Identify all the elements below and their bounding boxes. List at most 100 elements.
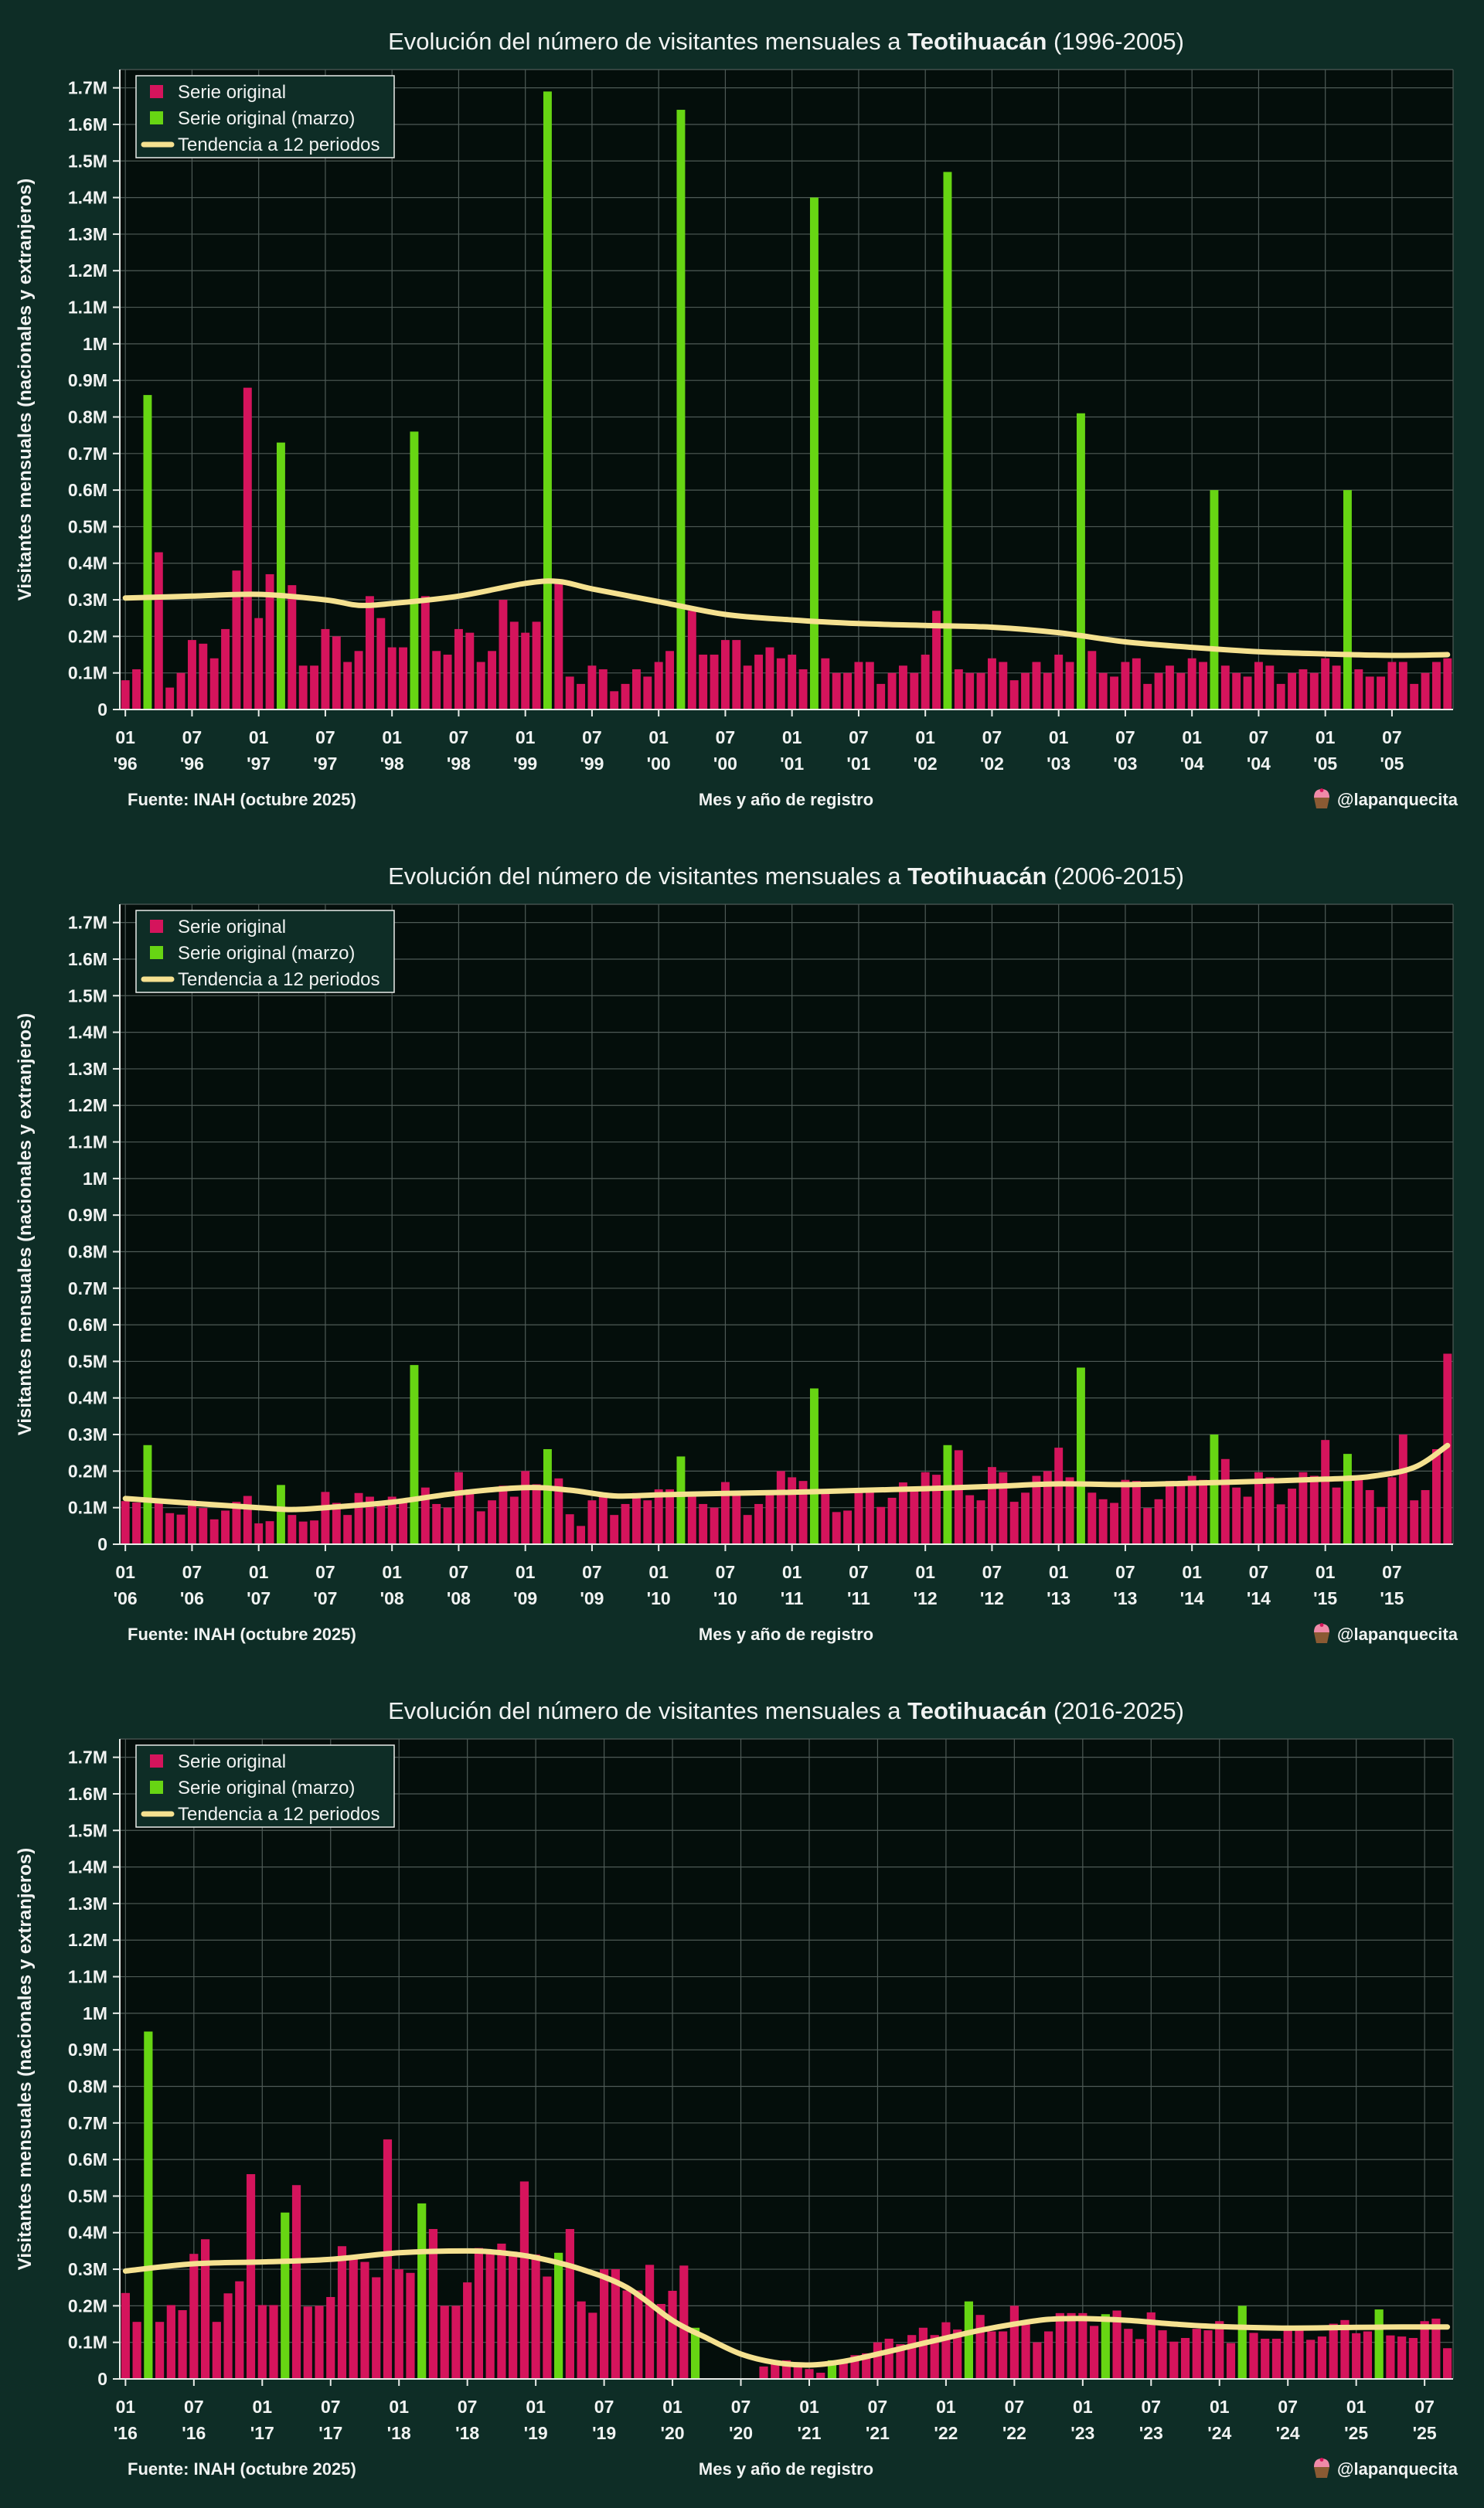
month-bar — [454, 1472, 463, 1544]
month-bar — [1165, 665, 1174, 710]
month-bar — [898, 665, 907, 710]
month-bar — [600, 2269, 609, 2379]
month-bar — [349, 2255, 358, 2379]
month-bar — [732, 1491, 741, 1544]
month-bar — [1354, 1475, 1363, 1544]
month-bar — [132, 1502, 141, 1544]
month-bar — [121, 680, 130, 710]
y-axis-title: Visitantes mensuales (nacionales y extra… — [15, 179, 36, 601]
month-bar — [732, 640, 741, 710]
month-bar — [843, 1510, 853, 1544]
x-tick-month: 01 — [1049, 727, 1069, 747]
plot-area: 0 0.1M 0.2M 0.3M 0.4M 0.5M 0.6M 0.7M 0.8M 0.9M 1M 1… — [68, 903, 1454, 1608]
month-bar — [315, 2306, 324, 2379]
x-tick-year: '11 — [781, 1588, 804, 1608]
x-tick-month: 01 — [382, 727, 402, 747]
x-tick-year: '21 — [866, 2423, 890, 2443]
x-tick-year: '05 — [1313, 754, 1337, 774]
march-bar — [543, 91, 552, 710]
y-tick-label: 0.2M — [68, 626, 107, 646]
march-bar — [1210, 1434, 1219, 1544]
y-tick-label: 0.6M — [68, 480, 107, 500]
month-bar — [399, 647, 408, 710]
month-bar — [521, 632, 530, 710]
month-bar — [1154, 672, 1163, 710]
month-bar — [805, 2369, 814, 2379]
month-bar — [954, 1450, 963, 1544]
x-tick-month: 07 — [849, 1562, 869, 1582]
month-bar — [930, 2335, 939, 2379]
legend-swatch-serie-marzo — [150, 946, 163, 959]
month-bar — [187, 1500, 196, 1544]
march-bar — [1210, 490, 1219, 710]
month-bar — [406, 2272, 415, 2379]
month-bar — [532, 621, 541, 710]
month-bar — [1329, 2323, 1338, 2379]
y-tick-label: 1M — [83, 334, 107, 354]
x-tick-month: 07 — [449, 727, 469, 747]
month-bar — [776, 1471, 785, 1544]
month-bar — [771, 2363, 780, 2379]
gridlines — [120, 903, 1454, 1544]
month-bar — [176, 1514, 186, 1544]
month-bar — [298, 1521, 308, 1544]
x-tick-year: '04 — [1180, 754, 1204, 774]
month-bar — [1276, 1504, 1285, 1544]
month-bar — [1143, 683, 1152, 710]
month-bar — [865, 1489, 874, 1544]
y-tick-label: 0.9M — [68, 2040, 107, 2060]
x-tick-year: '21 — [797, 2423, 821, 2443]
month-bar — [499, 600, 508, 710]
month-bar — [1249, 2333, 1258, 2379]
month-bar — [754, 655, 764, 710]
month-bar — [1187, 658, 1196, 710]
month-bar — [212, 2322, 221, 2379]
month-bar — [1203, 2330, 1213, 2379]
x-tick-year: '10 — [713, 1588, 737, 1608]
month-bar — [798, 1481, 808, 1544]
chart-title: Evolución del número de visitantes mensu… — [388, 863, 1184, 890]
month-bar — [987, 1467, 996, 1544]
x-tick-year: '24 — [1276, 2423, 1300, 2443]
month-bar — [221, 1510, 230, 1544]
month-bar — [965, 1495, 975, 1544]
month-bar — [1295, 2327, 1304, 2379]
y-tick-label: 1.5M — [68, 1820, 107, 1840]
x-tick-year: '00 — [647, 754, 671, 774]
month-bar — [1032, 662, 1041, 710]
month-bar — [862, 2353, 871, 2379]
month-bar — [189, 2254, 199, 2379]
x-tick-month: 01 — [389, 2397, 409, 2417]
march-bar — [1101, 2314, 1110, 2379]
x-tick-year: '03 — [1047, 754, 1070, 774]
month-bar — [354, 651, 363, 710]
bars-layer — [121, 91, 1452, 710]
month-bar — [898, 1482, 907, 1544]
march-bar — [809, 197, 819, 710]
month-bar — [121, 1501, 130, 1544]
y-tick-label: 0.5M — [68, 516, 107, 536]
month-bar — [1254, 1472, 1263, 1544]
legend-box — [135, 75, 395, 158]
y-tick-label: 0.5M — [68, 2186, 107, 2206]
y-tick-label: 1.6M — [68, 114, 107, 134]
credit-handle: @lapanquecita — [1337, 790, 1458, 809]
y-tick-label: 0.5M — [68, 1351, 107, 1371]
x-tick-month: 01 — [1316, 727, 1336, 747]
x-tick-month: 01 — [516, 1562, 536, 1582]
x-tick-month: 07 — [716, 727, 736, 747]
month-bar — [759, 2366, 768, 2379]
month-bar — [1332, 1487, 1341, 1544]
month-bar — [621, 683, 630, 710]
month-bar — [1033, 2342, 1042, 2379]
month-bar — [209, 658, 219, 710]
march-bar — [144, 2031, 153, 2379]
month-bar — [265, 1521, 274, 1544]
month-bar — [1021, 2323, 1030, 2379]
month-bar — [884, 2338, 893, 2379]
month-bar — [832, 1512, 841, 1544]
month-bar — [265, 573, 274, 710]
chart-svg-2: 0 0.1M 0.2M 0.3M 0.4M 0.5M 0.6M 0.7M 0.8M 0.9M 1M 1… — [15, 863, 1458, 1644]
x-tick-month: 07 — [582, 727, 602, 747]
month-bar — [976, 672, 985, 710]
